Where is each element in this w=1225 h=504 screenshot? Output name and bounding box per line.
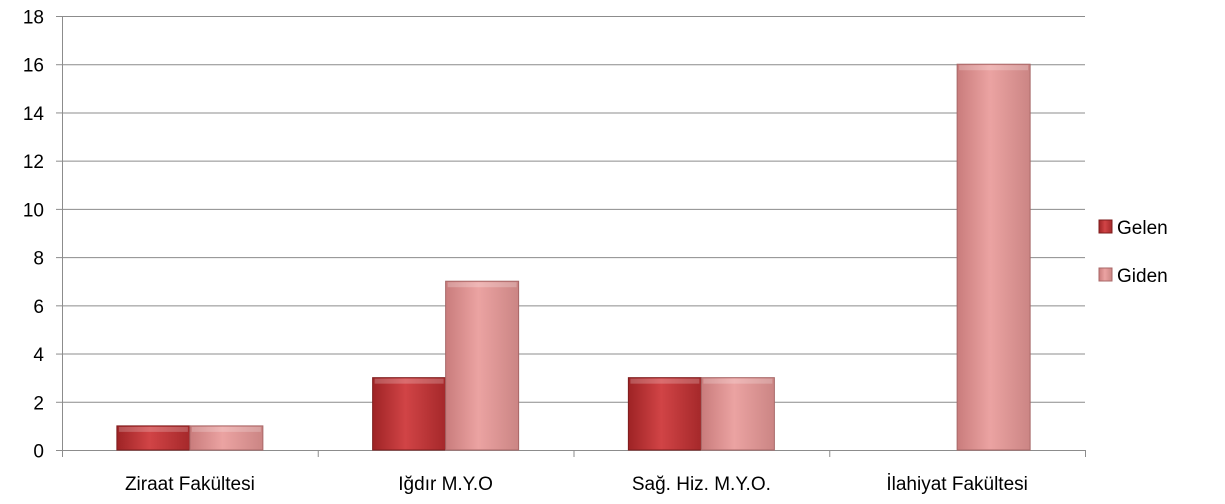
- bar-highlight: [630, 378, 700, 384]
- y-tick-label: 8: [33, 249, 44, 270]
- y-tick-label: 4: [33, 345, 44, 366]
- y-tick-label: 14: [23, 104, 45, 125]
- bar-highlight: [959, 65, 1029, 71]
- legend-label-gelen: Gelen: [1117, 218, 1168, 239]
- x-category-labels: Ziraat Fakültesi Iğdır M.Y.O Sağ. Hiz. M.Y…: [125, 474, 1028, 495]
- legend-swatch-giden: [1098, 267, 1113, 282]
- bar-highlight: [118, 426, 188, 432]
- bar-giden-1: [445, 280, 520, 451]
- y-tick-label: 6: [33, 297, 44, 318]
- legend-label-giden: Giden: [1117, 266, 1168, 287]
- x-category-label: İlahiyat Fakültesi: [886, 474, 1028, 495]
- bar-giden-0: [189, 425, 264, 451]
- x-category-label: Iğdır M.Y.O: [398, 474, 493, 495]
- axes: [56, 16, 1086, 457]
- bar-gelen-2: [627, 377, 702, 451]
- bar-giden-2: [700, 377, 775, 451]
- bar-highlight: [374, 378, 444, 384]
- y-tick-labels: 0 2 4 6 8 10 12 14 16 18: [23, 8, 45, 463]
- legend-swatch-gelen: [1098, 219, 1113, 234]
- x-category-label: Sağ. Hiz. M.Y.O.: [632, 474, 771, 495]
- bar-highlight: [191, 426, 261, 432]
- y-tick-label: 18: [23, 8, 44, 29]
- gridlines: [62, 16, 1085, 403]
- bar-gelen-0: [116, 425, 191, 451]
- y-tick-label: 10: [23, 200, 44, 221]
- y-tick-label: 2: [33, 393, 44, 414]
- bar-highlight: [703, 378, 773, 384]
- y-tick-label: 0: [33, 442, 44, 463]
- bar-gelen-1: [372, 377, 447, 451]
- bar-highlight: [447, 282, 517, 288]
- x-category-label: Ziraat Fakültesi: [125, 474, 255, 495]
- legend: Gelen Giden: [1098, 218, 1168, 287]
- bar-giden-3: [956, 63, 1031, 451]
- y-tick-label: 12: [23, 152, 44, 173]
- y-tick-label: 16: [23, 56, 44, 77]
- bars: [116, 63, 1031, 451]
